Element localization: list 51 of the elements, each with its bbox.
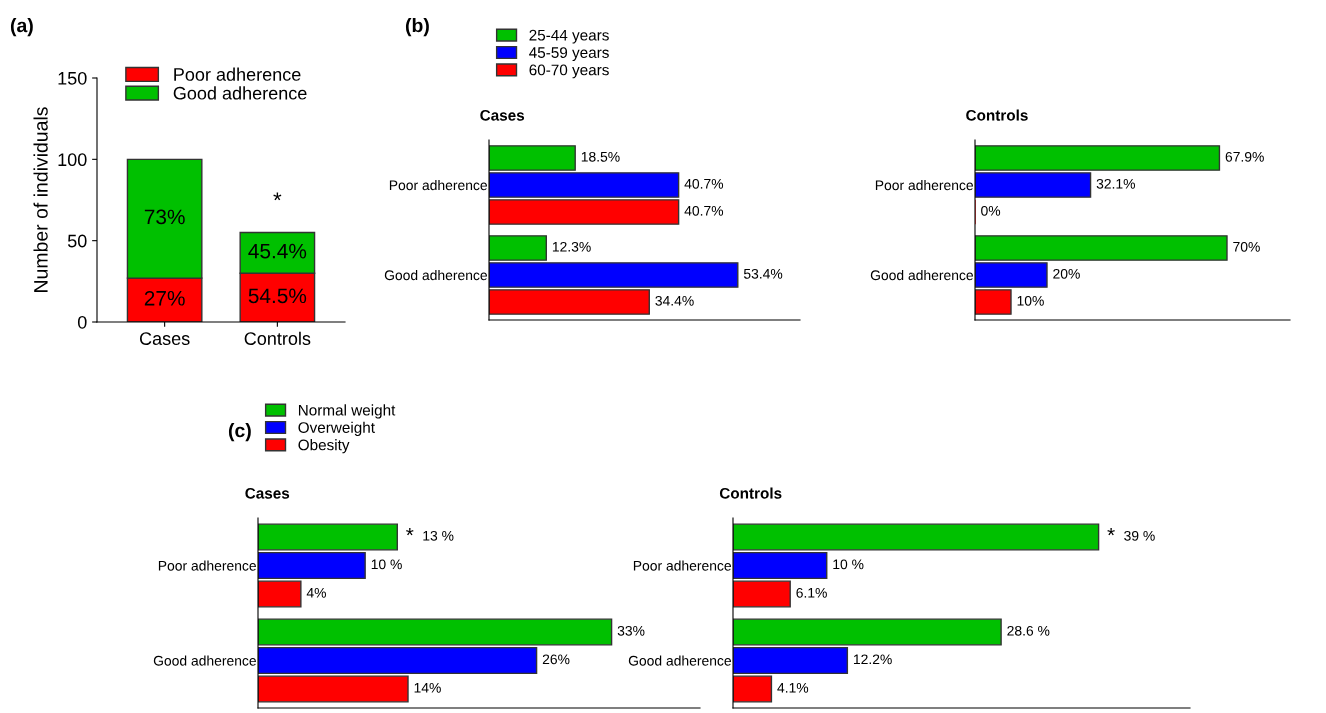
data-label: 39 % — [1124, 530, 1155, 541]
legend-label: 25-44 years — [529, 29, 609, 44]
data-label: 4% — [306, 587, 326, 598]
legend-label: 60-70 years — [529, 64, 609, 79]
annotation: 54.5% — [248, 288, 307, 304]
data-label: 0% — [981, 205, 1001, 216]
text: * — [1107, 528, 1115, 536]
data-label: 12.3% — [552, 241, 591, 252]
legend-label: 45-59 years — [529, 47, 609, 61]
legend-label: Poor adherence — [174, 67, 301, 81]
data-label: 28.6 % — [1007, 625, 1050, 636]
data-label: 33% — [617, 625, 645, 636]
data-label: 6.1% — [796, 587, 827, 598]
text: (a) — [10, 18, 33, 37]
chart-title: Cases — [245, 487, 290, 499]
data-label: 10% — [1017, 295, 1044, 306]
data-label: 10 % — [371, 559, 402, 570]
data-label: 53.4% — [743, 268, 783, 279]
data-label: 32.1% — [1096, 178, 1135, 189]
data-label: 67.9% — [1225, 151, 1264, 162]
data-label: 70% — [1233, 241, 1260, 252]
chart-title: Cases — [480, 109, 525, 121]
annotation: 73% — [144, 209, 185, 225]
data-label: 4.1% — [777, 682, 809, 693]
y-tick-label: 0 — [77, 315, 87, 329]
text: (c) — [228, 423, 251, 442]
chart-title: Controls — [719, 487, 782, 499]
data-label: 40.7% — [684, 178, 724, 189]
legend-label: Normal weight — [298, 404, 396, 419]
data-label: 26% — [542, 654, 570, 665]
y-axis-title: Number of individuals — [33, 107, 48, 292]
data-label: 34.4% — [655, 295, 694, 306]
data-label: 40.7% — [684, 205, 724, 216]
annotation: * — [406, 528, 414, 536]
text: (b) — [405, 18, 429, 37]
annotation: 27% — [144, 290, 185, 306]
chart-title: Controls — [966, 109, 1028, 121]
legend-label: Overweight — [298, 421, 375, 436]
data-label: 12.2% — [853, 654, 892, 665]
y-tick-label: 100 — [58, 153, 87, 167]
data-label: 10 % — [833, 559, 864, 570]
data-label: 20% — [1053, 268, 1080, 279]
data-label: 18.5% — [581, 151, 620, 162]
legend-label: Obesity — [298, 439, 350, 454]
y-tick-label: 150 — [58, 71, 87, 85]
legend-label: Good adherence — [173, 86, 307, 100]
y-tick-label: 50 — [67, 234, 87, 248]
data-label: 14% — [414, 682, 441, 693]
annotation: 45.4% — [248, 243, 307, 259]
data-label: 13 % — [423, 530, 454, 541]
annotation: * — [273, 192, 282, 201]
